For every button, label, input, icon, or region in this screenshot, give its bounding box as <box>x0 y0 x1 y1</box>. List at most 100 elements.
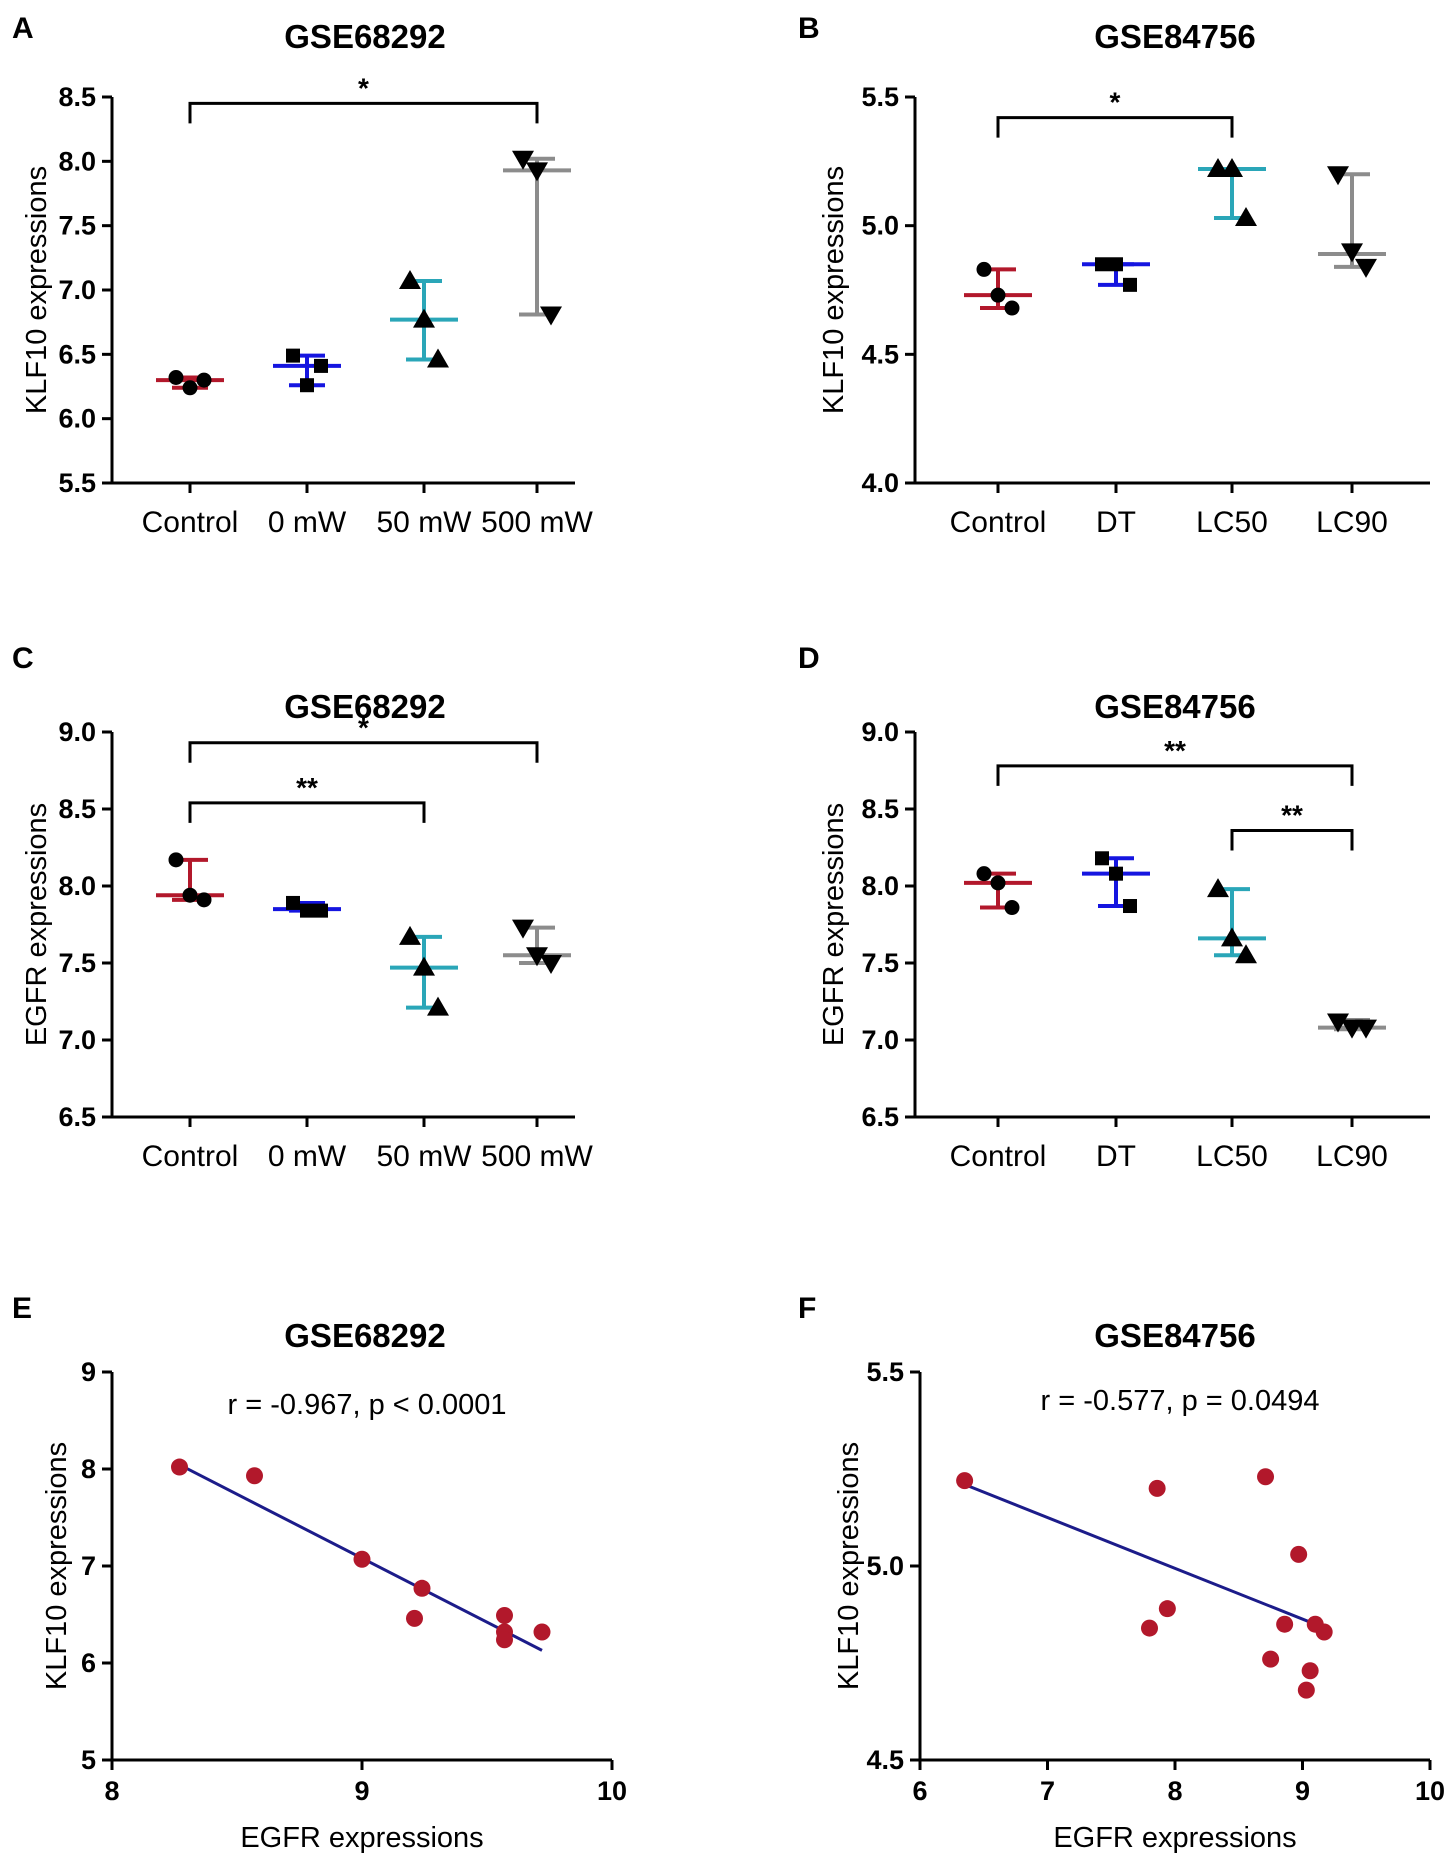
y-tick-label: 7 <box>81 1551 96 1581</box>
data-point <box>168 369 184 385</box>
correlation-annotation: r = -0.967, p < 0.0001 <box>228 1389 507 1421</box>
x-tick-label: Control <box>142 1140 239 1173</box>
chart-title: GSE84756 <box>1094 1317 1255 1354</box>
regression-line <box>964 1483 1316 1626</box>
significance-bracket: ** <box>996 735 1354 786</box>
group-500-mw <box>503 919 571 974</box>
y-tick-label: 5.5 <box>861 82 899 112</box>
data-point <box>1221 158 1243 178</box>
panel-c: C GSE68292 6.5 7.0 7.5 8.0 8.5 9.0 EGFR expressi… <box>12 642 594 1173</box>
data-point <box>427 348 449 368</box>
bracket-line <box>188 801 426 823</box>
chart-title: GSE84756 <box>1094 18 1255 55</box>
data-point <box>1341 243 1363 263</box>
data-point <box>1004 900 1020 916</box>
x-tick-label: 500 mW <box>481 506 593 539</box>
x-tick-label: 10 <box>597 1776 627 1806</box>
data-point <box>1262 1650 1280 1668</box>
data-point <box>1207 158 1229 178</box>
data-point <box>496 1631 513 1649</box>
significance-bracket: ** <box>1230 800 1354 851</box>
y-tick-label: 8.0 <box>58 146 96 176</box>
y-tick-label: 8.0 <box>861 871 899 901</box>
data-point <box>286 895 300 910</box>
data-point <box>399 925 421 945</box>
y-tick-label: 7.5 <box>58 948 96 978</box>
group-500-mw <box>503 150 571 326</box>
y-tick-label: 9.0 <box>861 717 899 747</box>
panel-letter: E <box>12 1292 32 1325</box>
group-control <box>964 866 1032 916</box>
significance-label: * <box>358 712 369 743</box>
data-point <box>413 956 435 976</box>
x-tick-label: 0 mW <box>268 506 347 539</box>
x-tick-label: Control <box>142 506 239 539</box>
data-point <box>1301 1662 1319 1680</box>
data-point <box>526 162 548 182</box>
y-tick-label: 5.5 <box>866 1357 904 1387</box>
significance-label: * <box>358 72 369 103</box>
x-tick-label: 7 <box>1040 1776 1055 1806</box>
data-point <box>990 875 1006 891</box>
x-axis-label: EGFR expressions <box>1053 1822 1296 1854</box>
data-point <box>196 372 212 388</box>
group-50-mw <box>390 925 458 1016</box>
data-point <box>300 378 314 393</box>
data-point <box>353 1550 371 1568</box>
data-point <box>1123 899 1137 914</box>
y-tick-label: 7.5 <box>58 211 96 241</box>
data-point <box>1355 1019 1377 1039</box>
y-tick-label: 4.5 <box>861 339 899 369</box>
x-tick-label: LC50 <box>1196 1140 1268 1173</box>
data-point <box>990 287 1006 303</box>
y-tick-label: 6.0 <box>58 404 96 434</box>
data-point <box>1257 1468 1275 1486</box>
data-point <box>1290 1545 1308 1563</box>
x-tick-label: 50 mW <box>376 506 472 539</box>
y-tick-label: 8 <box>81 1454 96 1484</box>
y-tick-label: 4.5 <box>866 1745 904 1775</box>
data-point <box>1095 257 1109 272</box>
data-point <box>1123 277 1137 292</box>
bracket-line <box>996 764 1354 786</box>
data-point <box>1207 878 1229 898</box>
data-point <box>246 1467 263 1485</box>
y-axis-label: KLF10 expressions <box>21 166 53 414</box>
y-tick-label: 6.5 <box>58 1102 96 1132</box>
data-point <box>540 306 562 326</box>
data-point <box>1235 206 1257 226</box>
y-tick-label: 7.0 <box>861 1025 899 1055</box>
chart-title: GSE68292 <box>284 688 445 725</box>
data-point <box>1109 866 1123 881</box>
data-point <box>413 1579 431 1597</box>
chart-title: GSE68292 <box>284 18 445 55</box>
y-axis-label: KLF10 expressions <box>41 1442 73 1690</box>
significance-label: ** <box>1281 800 1303 831</box>
data-point <box>182 887 198 903</box>
y-tick-label: 8.5 <box>58 82 96 112</box>
data-point <box>427 996 449 1016</box>
bracket-line <box>188 741 539 763</box>
x-tick-label: 50 mW <box>376 1140 472 1173</box>
x-tick-label: 6 <box>912 1776 927 1806</box>
y-axis-label: EGFR expressions <box>21 803 53 1046</box>
y-tick-label: 8.5 <box>861 794 899 824</box>
group-dt <box>1082 851 1150 914</box>
data-point <box>1297 1681 1315 1699</box>
x-tick-label: Control <box>950 1140 1047 1173</box>
y-tick-label: 7.0 <box>58 275 96 305</box>
data-point <box>314 903 328 918</box>
data-point <box>533 1623 551 1641</box>
y-tick-label: 5.5 <box>58 468 96 498</box>
significance-bracket: * <box>996 87 1234 138</box>
y-tick-label: 6.5 <box>58 339 96 369</box>
significance-bracket: * <box>188 712 539 763</box>
data-point <box>171 1458 188 1476</box>
x-tick-label: LC90 <box>1316 1140 1388 1173</box>
panel-letter: D <box>798 642 820 675</box>
panel-letter: A <box>12 12 34 45</box>
group-control <box>156 369 224 396</box>
y-axis-label: KLF10 expressions <box>818 166 850 414</box>
panel-f: F GSE84756 4.5 5.0 5.5 KLF10 expressions 6 7 8 9 1… <box>798 1292 1445 1854</box>
data-point <box>540 955 562 974</box>
